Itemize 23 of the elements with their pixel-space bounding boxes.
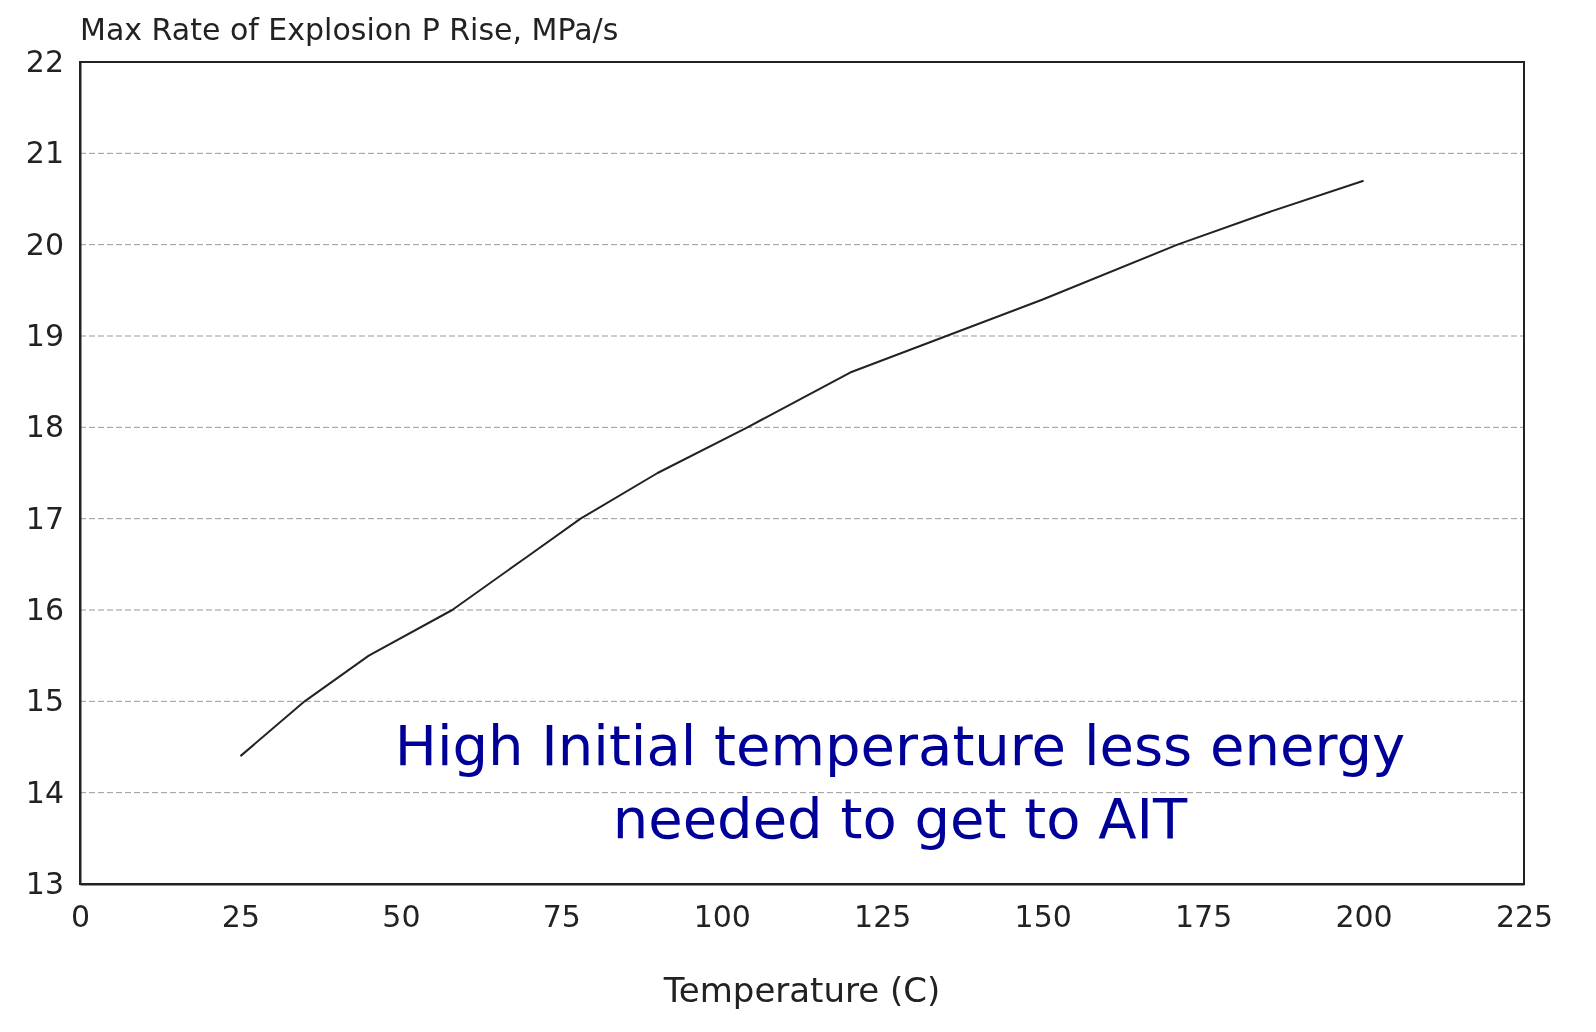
y-axis-title: Max Rate of Explosion P Rise, MPa/s [80, 12, 619, 47]
y-tick-label: 14 [25, 774, 64, 810]
x-tick-label: 200 [1335, 899, 1393, 935]
y-tick-label: 19 [25, 318, 64, 354]
y-tick-label: 17 [25, 500, 64, 536]
x-tick-label: 0 [70, 899, 91, 935]
x-tick-label: 225 [1495, 899, 1554, 935]
y-tick-label: 15 [25, 683, 64, 719]
y-tick-label: 13 [25, 866, 64, 902]
x-tick-label: 50 [382, 899, 421, 935]
annotation: High Initial temperature less energy needed to get to AIT [394, 713, 1406, 851]
x-tick-label: 150 [1014, 899, 1072, 935]
y-tick-label: 18 [25, 409, 64, 445]
x-tick-label: 100 [693, 899, 751, 935]
x-tick-label: 175 [1174, 899, 1233, 935]
y-tick-label: 22 [25, 44, 64, 80]
x-tick-label: 25 [221, 899, 261, 935]
y-tick-label: 20 [25, 226, 64, 262]
x-tick-label: 75 [542, 899, 581, 935]
x-tick-label: 125 [854, 899, 912, 935]
x-axis-title: Temperature (C) [662, 970, 941, 1010]
y-tick-label: 16 [25, 592, 64, 628]
y-tick-label: 21 [25, 135, 64, 171]
